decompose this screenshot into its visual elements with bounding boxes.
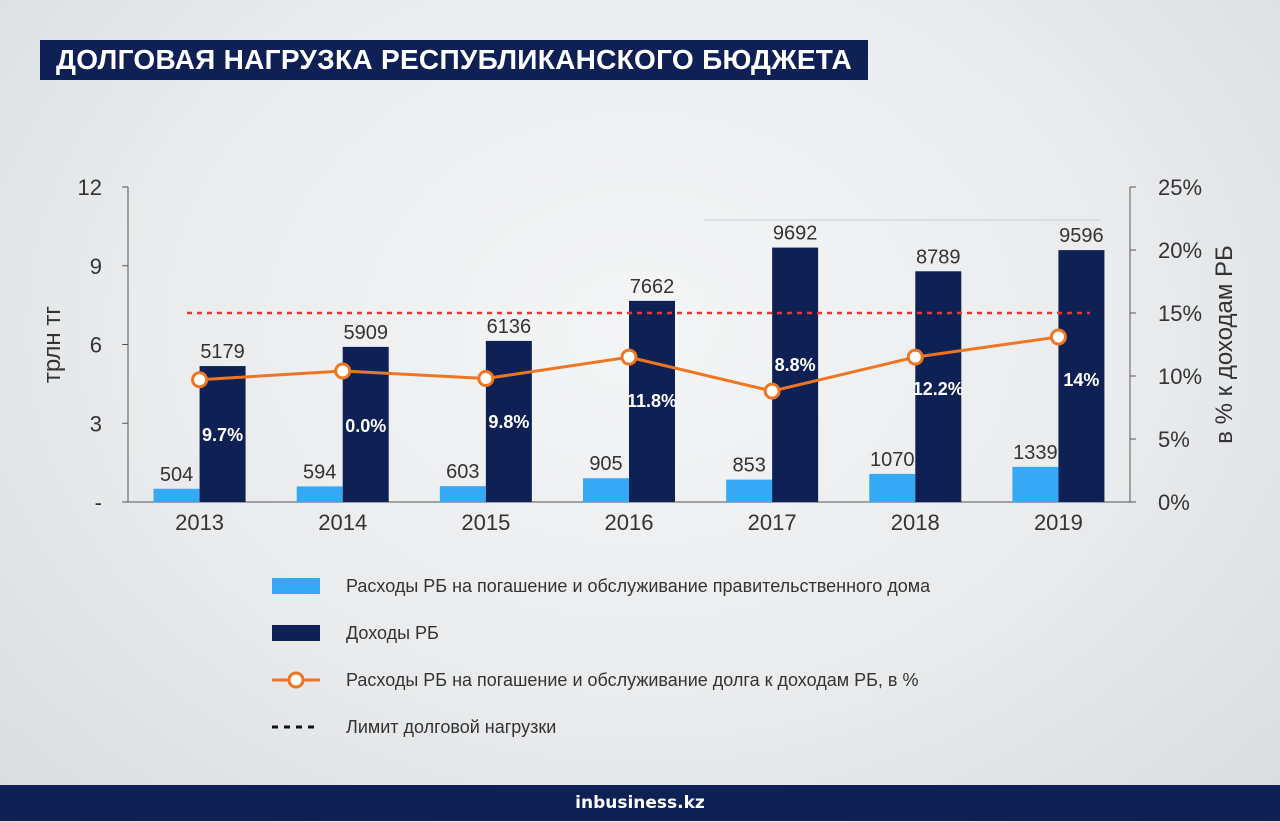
y2-axis-title: в % к доходам РБ xyxy=(1211,245,1238,444)
ratio-point xyxy=(1049,328,1067,346)
y2-tick-label: 0% xyxy=(1158,490,1190,515)
x-tick-label: 2016 xyxy=(605,510,654,535)
bar-expenses xyxy=(1012,466,1059,502)
ratio-point xyxy=(477,370,495,388)
ratio-label: 8.8% xyxy=(775,355,816,375)
bar-revenue xyxy=(772,247,819,502)
bar-label-expenses: 905 xyxy=(589,453,622,475)
x-tick-label: 2018 xyxy=(891,510,940,535)
y-tick-label: 6 xyxy=(90,333,102,358)
footer-brand-logo: inbusiness.kz xyxy=(575,793,705,813)
y-tick-label: - xyxy=(95,490,102,515)
y-tick-label: 3 xyxy=(90,411,102,436)
legend-swatch-revenue xyxy=(272,625,320,641)
bar-expenses xyxy=(439,486,486,502)
bar-label-expenses: 1070 xyxy=(870,449,915,471)
legend-swatch-limit xyxy=(272,725,320,729)
axes: - 3 6 9 12 0% 5% 10% 15% 20% 25% 2013 2014 2015 2016 20… xyxy=(39,175,1238,535)
y-axis-title: трлн тг xyxy=(39,306,66,383)
y2-tick-label: 5% xyxy=(1158,427,1190,452)
bar-label-revenue: 9596 xyxy=(1059,225,1104,247)
bar-expenses xyxy=(726,479,773,502)
ratio-label: 0.0% xyxy=(345,416,386,436)
bar-revenue xyxy=(199,366,246,502)
bar-label-expenses: 1339 xyxy=(1013,442,1058,464)
bar-label-expenses: 504 xyxy=(160,464,193,486)
ratio-point xyxy=(620,348,638,366)
legend-label-ratio: Расходы РБ на погашение и обслуживание д… xyxy=(346,670,919,690)
bar-label-revenue: 9692 xyxy=(773,223,818,245)
legend-swatch-expenses xyxy=(272,578,320,594)
y-tick-label: 9 xyxy=(90,254,102,279)
legend-swatch-ratio xyxy=(272,671,320,689)
bar-label-expenses: 594 xyxy=(303,461,336,483)
chart-svg: - 3 6 9 12 0% 5% 10% 15% 20% 25% 2013 2014 2015 2016 20… xyxy=(39,175,1238,535)
x-tick-label: 2015 xyxy=(461,510,510,535)
x-tick-label: 2019 xyxy=(1034,510,1083,535)
legend-label-revenue: Доходы РБ xyxy=(346,623,439,643)
bar-label-expenses: 853 xyxy=(732,455,765,477)
bar-revenue xyxy=(915,271,962,502)
bar-label-revenue: 7662 xyxy=(630,276,675,298)
bar-expenses xyxy=(583,478,629,502)
ratio-point xyxy=(334,362,352,380)
bar-label-revenue: 6136 xyxy=(487,316,532,338)
ratio-label: 14% xyxy=(1063,370,1099,390)
y2-tick-label: 15% xyxy=(1158,301,1202,326)
bar-label-revenue: 8789 xyxy=(916,246,961,268)
bar-expenses xyxy=(869,473,916,502)
legend-label-expenses: Расходы РБ на погашение и обслуживание п… xyxy=(346,576,931,596)
bar-label-revenue: 5179 xyxy=(200,341,245,363)
y-tick-label: 12 xyxy=(78,175,102,200)
ratio-label: 9.7% xyxy=(202,425,243,445)
bar-expenses xyxy=(153,488,200,502)
bars xyxy=(153,247,1105,502)
y2-tick-label: 25% xyxy=(1158,175,1202,200)
bar-label-revenue: 5909 xyxy=(343,322,388,344)
bar-revenue xyxy=(1058,250,1105,502)
bar-revenue xyxy=(485,340,532,502)
ratio-label: 11.8% xyxy=(627,391,677,411)
data-labels: 504 5179 594 5909 603 6136 905 7662 853 9692 1070 8… xyxy=(160,223,1104,486)
bar-label-expenses: 603 xyxy=(446,461,479,483)
bar-expenses xyxy=(296,486,343,502)
legend-label-limit: Лимит долговой нагрузки xyxy=(346,717,557,737)
y2-tick-label: 20% xyxy=(1158,238,1202,263)
x-tick-label: 2014 xyxy=(318,510,367,535)
ratio-point xyxy=(906,348,924,366)
chart-title: ДОЛГОВАЯ НАГРУЗКА РЕСПУБЛИКАНСКОГО БЮДЖЕ… xyxy=(40,40,868,80)
x-tick-label: 2013 xyxy=(175,510,224,535)
bar-revenue xyxy=(629,300,675,502)
ratio-point xyxy=(763,382,781,400)
ratio-label: 9.8% xyxy=(488,412,529,432)
ratio-line xyxy=(191,328,1067,400)
footer-bar: inbusiness.kz xyxy=(0,785,1280,821)
x-tick-label: 2017 xyxy=(748,510,797,535)
ratio-label: 12.2% xyxy=(913,379,964,399)
ratio-point xyxy=(191,371,209,389)
y2-tick-label: 10% xyxy=(1158,364,1202,389)
